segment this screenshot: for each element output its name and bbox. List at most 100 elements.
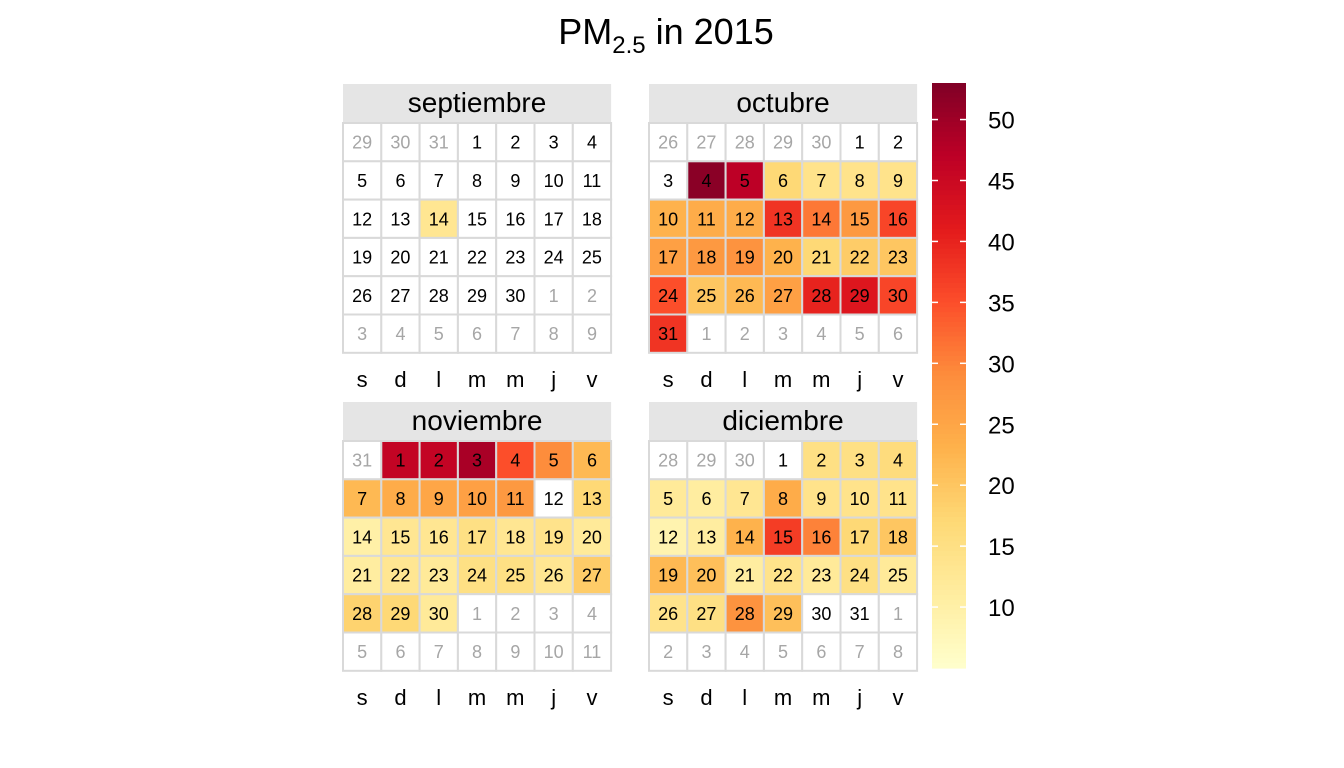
day-cell (686, 516, 727, 557)
month-title: octubre (736, 87, 829, 118)
day-number: 9 (434, 489, 444, 509)
weekday-label: m (774, 367, 792, 392)
legend-tick-label: 45 (988, 169, 1015, 196)
legend-gradient-segment (932, 521, 966, 528)
day-number: 20 (390, 248, 410, 268)
weekday-label: m (506, 685, 524, 710)
day-number: 29 (390, 604, 410, 624)
legend-gradient-segment (932, 492, 966, 498)
day-number: 5 (663, 489, 673, 509)
day-number: 23 (429, 566, 449, 586)
day-number: 9 (893, 171, 903, 191)
day-number: 20 (582, 527, 602, 547)
day-number: 16 (888, 209, 908, 229)
day-number: 25 (888, 566, 908, 586)
day-cell (418, 593, 459, 634)
legend-gradient-segment (932, 419, 966, 425)
month-title: noviembre (412, 405, 543, 436)
day-number: 28 (352, 604, 372, 624)
legend-gradient-segment (932, 409, 966, 416)
legend-tick-label: 10 (988, 595, 1015, 622)
legend-tick-label: 50 (988, 108, 1015, 135)
day-number: 26 (544, 566, 564, 586)
weekday-label: v (892, 367, 903, 392)
legend-gradient-segment (932, 302, 966, 308)
weekday-label: j (856, 367, 862, 392)
legend-gradient-segment (932, 448, 966, 455)
day-number: 30 (429, 604, 449, 624)
day-number: 28 (735, 133, 755, 153)
day-number: 7 (434, 171, 444, 191)
legend-gradient-segment (932, 507, 966, 513)
day-number: 2 (663, 642, 673, 662)
legend-gradient-segment (932, 502, 966, 508)
day-number: 7 (510, 324, 520, 344)
legend-gradient-segment (932, 555, 966, 562)
day-number: 1 (395, 451, 405, 471)
weekday-label: j (550, 685, 556, 710)
weekday-label: l (742, 367, 747, 392)
legend-gradient-segment (932, 414, 966, 420)
weekday-label: d (700, 685, 712, 710)
legend-gradient-segment (932, 258, 966, 264)
day-number: 18 (582, 209, 602, 229)
day-number: 17 (850, 527, 870, 547)
day-number: 29 (352, 133, 372, 153)
day-number: 29 (773, 604, 793, 624)
day-cell (801, 236, 842, 278)
weekday-label: v (892, 685, 903, 710)
day-number: 1 (472, 604, 482, 624)
day-cell (877, 516, 919, 557)
day-number: 6 (395, 642, 405, 662)
day-cell (762, 631, 804, 672)
day-cell (342, 554, 383, 596)
day-cell (571, 236, 613, 278)
legend-gradient-segment (932, 263, 966, 269)
day-number: 1 (549, 286, 559, 306)
day-number: 6 (701, 489, 711, 509)
weekday-label: l (436, 685, 441, 710)
day-cell (456, 593, 498, 634)
weekday-label: m (468, 367, 486, 392)
weekday-label: m (506, 367, 524, 392)
day-cell (801, 516, 842, 557)
day-number: 30 (811, 604, 831, 624)
day-number: 2 (510, 604, 520, 624)
day-number: 2 (893, 133, 903, 153)
weekday-label: j (856, 685, 862, 710)
day-number: 29 (467, 286, 487, 306)
day-number: 12 (658, 527, 678, 547)
legend-gradient-segment (932, 253, 966, 260)
day-number: 4 (510, 451, 520, 471)
day-number: 6 (893, 324, 903, 344)
day-cell (380, 313, 421, 354)
day-cell (571, 516, 613, 557)
legend-gradient-segment (932, 175, 966, 182)
legend-gradient-segment (932, 219, 966, 225)
weekday-label: l (742, 685, 747, 710)
day-number: 9 (510, 171, 520, 191)
day-cell (533, 313, 574, 354)
day-number: 26 (735, 286, 755, 306)
day-number: 11 (506, 489, 525, 509)
weekday-label: s (357, 367, 368, 392)
day-number: 11 (889, 489, 908, 509)
color-legend: 10 15 20 25 30 35 40 45 50 (932, 83, 1015, 669)
legend-gradient-segment (932, 585, 966, 591)
day-cell (380, 593, 421, 634)
day-cell (342, 160, 383, 201)
day-number: 11 (583, 642, 602, 662)
day-number: 26 (352, 286, 372, 306)
legend-gradient-segment (932, 268, 966, 274)
legend-gradient-segment (932, 190, 966, 196)
weekday-label: m (812, 685, 830, 710)
weekday-label: m (774, 685, 792, 710)
legend-gradient-segment (932, 278, 966, 284)
day-cell (342, 631, 383, 672)
day-number: 2 (510, 133, 520, 153)
day-number: 22 (850, 248, 870, 268)
day-number: 17 (658, 248, 678, 268)
legend-gradient-segment (932, 346, 966, 352)
day-number: 2 (816, 451, 826, 471)
day-number: 26 (658, 133, 678, 153)
